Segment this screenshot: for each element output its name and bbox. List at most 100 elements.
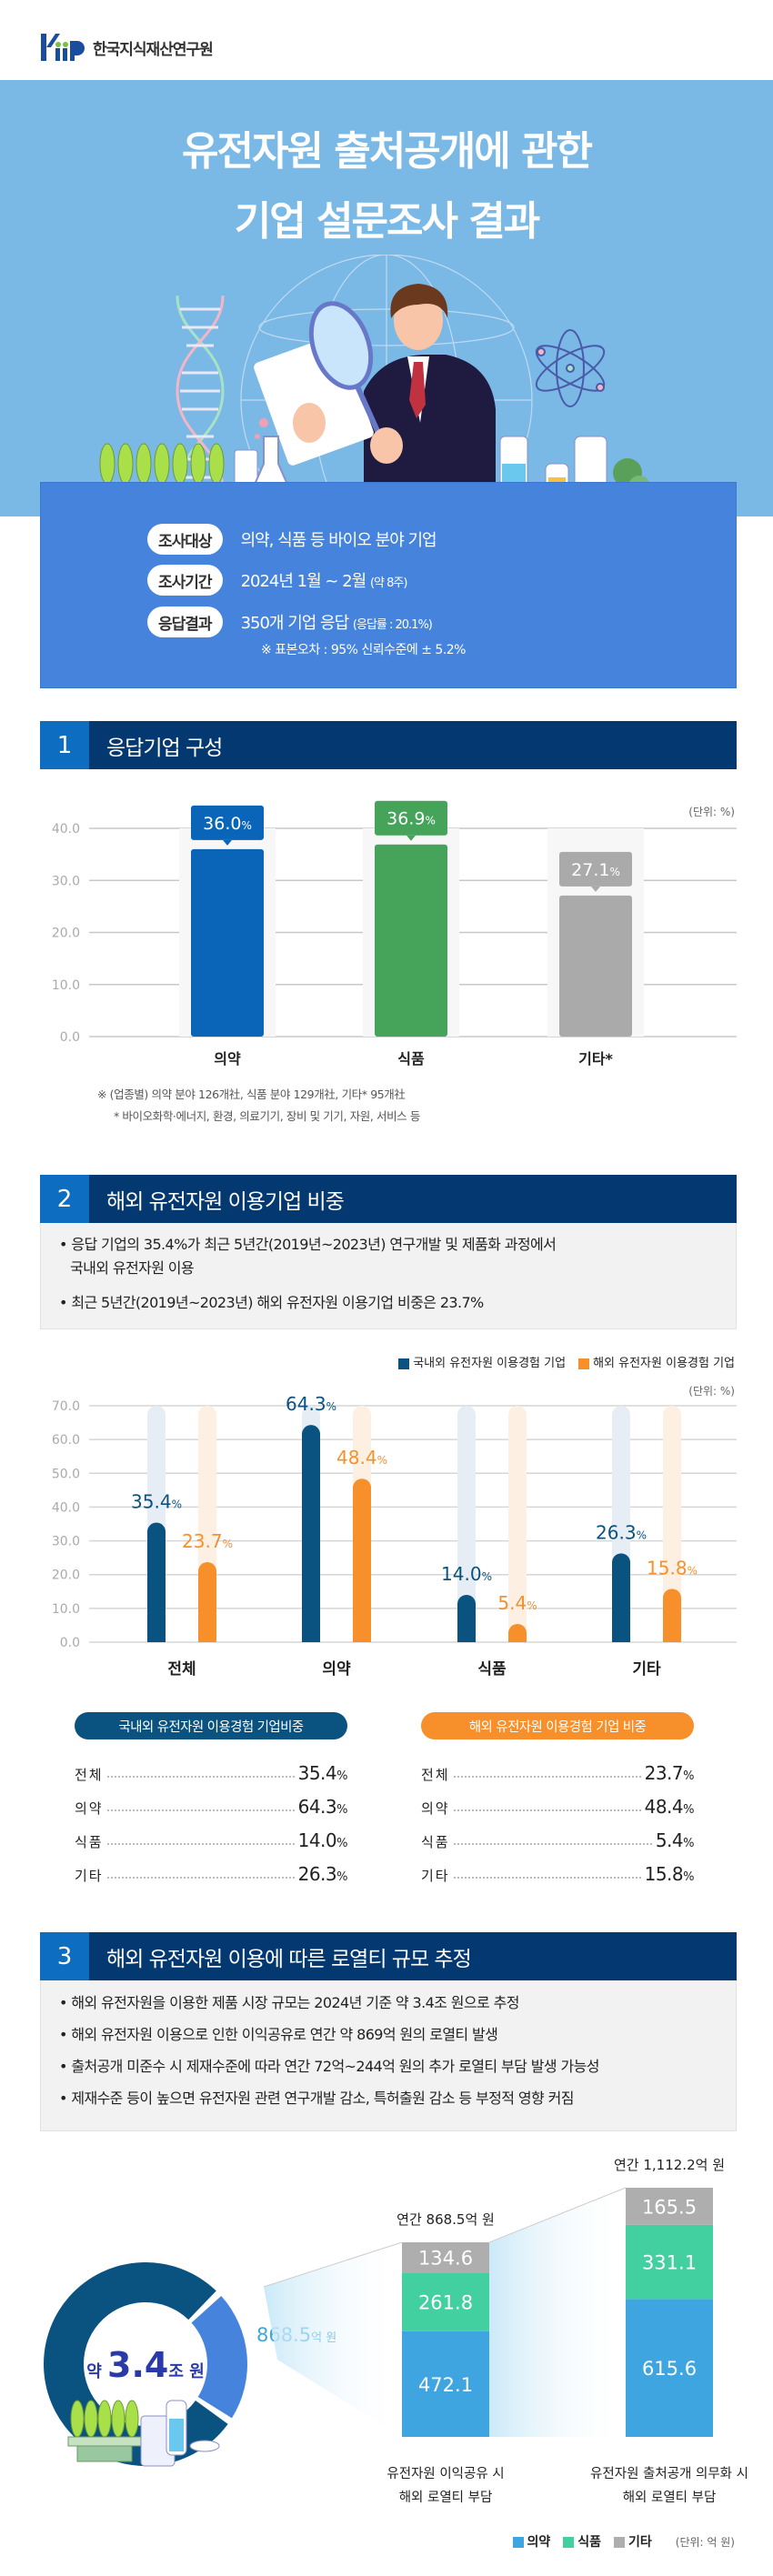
bar	[147, 1522, 166, 1642]
data-label: 64.3%	[286, 1393, 336, 1415]
funnel-edge	[488, 2187, 627, 2243]
table-domestic-usage: 국내외 유전자원 이용경험 기업비중 전체 35.4% 의약 64.3% 식품 14.0%…	[75, 1712, 347, 1885]
org-name: 한국지식재산연구원	[93, 40, 214, 59]
y-tick-label: 30.0	[52, 1535, 80, 1549]
section-number: 3	[40, 1932, 89, 1980]
info-value-small: (약 8주)	[369, 576, 407, 590]
data-label: 23.7%	[182, 1530, 233, 1552]
section1-header: 1 응답기업 구성	[40, 721, 737, 769]
tablet-icon	[189, 2440, 220, 2452]
section-title: 해외 유전자원 이용에 따른 로열티 규모 추정	[106, 1947, 472, 1971]
bar-track	[508, 1406, 527, 1642]
info-row-result: 응답결과 350개 기업 응답 (응답률 : 20.1%)	[147, 606, 433, 637]
kiip-logo-icon	[41, 34, 85, 61]
section3-header: 3 해외 유전자원 이용에 따른 로열티 규모 추정	[40, 1932, 737, 1980]
info-label: 조사대상	[147, 524, 223, 555]
legend-swatch	[578, 1358, 590, 1369]
x-category-label: 식품	[477, 1660, 507, 1679]
stacked-segment	[402, 2242, 489, 2273]
x-category-label: 해외 로열티 부담	[623, 2490, 717, 2505]
y-tick-label: 10.0	[52, 1602, 80, 1617]
info-value: 2024년 1월 ~ 2월 (약 8주)	[240, 568, 408, 592]
bar	[663, 1589, 681, 1642]
table-row: 식품 14.0%	[75, 1818, 347, 1851]
x-category-label: 유전자원 출처공개 의무화 시	[590, 2466, 748, 2481]
x-category-label: 기타*	[578, 1050, 613, 1067]
chart-respondent-composition: 0.0 10.0 20.0 30.0 40.0 36.0% 의약 36.9% 식품 27.1% 기타…	[52, 800, 737, 1067]
chart3-legend: 의약 식품 기타 (단위: 억 원)	[512, 2532, 735, 2551]
info-value-small: (응답률 : 20.1%)	[352, 618, 433, 632]
chart1-footnote-industry: ※ (업종별) 의약 분야 126개社, 식품 분야 129개社, 기타* 95…	[97, 1088, 406, 1101]
org-logo: 한국지식재산연구원	[40, 31, 214, 64]
bullet-line: 국내외 유전자원 이용	[70, 1259, 195, 1277]
legend-label: 국내외 유전자원 이용경험 기업	[413, 1357, 567, 1370]
row-value: 64.3%	[297, 1796, 348, 1818]
bar	[508, 1623, 527, 1642]
table-title: 해외 유전자원 이용경험 기업 비중	[421, 1712, 694, 1739]
info-value: 의약, 식품 등 바이오 분야 기업	[240, 531, 437, 550]
bubble-pointer	[407, 835, 416, 841]
table-overseas-usage: 해외 유전자원 이용경험 기업 비중 전체 23.7% 의약 48.4% 식품 5.4% 기…	[421, 1712, 694, 1885]
data-label: 48.4%	[336, 1447, 387, 1468]
info-value-main: 2024년 1월 ~ 2월	[240, 572, 367, 591]
data-label: 27.1%	[571, 860, 620, 880]
table-title: 국내외 유전자원 이용경험 기업비중	[75, 1712, 347, 1739]
leaf-icon	[111, 2400, 125, 2438]
y-tick-label: 30.0	[52, 874, 80, 888]
bar	[559, 895, 632, 1037]
row-label: 기타	[75, 1868, 104, 1884]
bottle-liquid	[169, 2419, 184, 2451]
bar	[612, 1553, 630, 1642]
x-category-label: 의약	[214, 1050, 241, 1067]
tray	[67, 2436, 142, 2447]
chart1-unit: (단위: %)	[688, 806, 735, 818]
chart2-legend: 국내외 유전자원 이용경험 기업 해외 유전자원 이용경험 기업	[398, 1353, 735, 1370]
stacked-segment	[626, 2224, 713, 2300]
bullet-line: • 최근 5년간(2019년~2023년) 해외 유전자원 이용기업 비중은 2…	[59, 1294, 484, 1311]
summary-bullet: • 최근 5년간(2019년~2023년) 해외 유전자원 이용기업 비중은 2…	[59, 1291, 736, 1315]
donut-center-label: 약 3.4조 원	[86, 2345, 205, 2385]
legend-swatch	[512, 2537, 524, 2548]
row-label: 전체	[75, 1767, 104, 1783]
info-value: 350개 기업 응답 (응답률 : 20.1%)	[241, 610, 433, 634]
legend-label: 의약	[527, 2535, 551, 2550]
stacked-segment	[626, 2299, 713, 2437]
data-label-bubble	[191, 805, 264, 840]
funnel-shape	[489, 2188, 626, 2437]
table-row: 의약 64.3%	[75, 1784, 347, 1818]
table-row: 전체 23.7%	[421, 1750, 694, 1784]
data-label: 35.4%	[131, 1491, 182, 1513]
y-tick-label: 70.0	[52, 1399, 80, 1414]
data-label: 5.4%	[497, 1592, 537, 1614]
bar	[353, 1478, 371, 1642]
y-tick-label: 60.0	[52, 1433, 80, 1448]
row-value: 23.7%	[644, 1762, 695, 1784]
stack-total-label: 연간 1,112.2억 원	[614, 2157, 725, 2173]
chart-genetic-resource-usage: 0.0 10.0 20.0 30.0 40.0 50.0 60.0 70.0 35.4%23.7…	[52, 1393, 737, 1679]
leaf-icon	[125, 2400, 139, 2438]
y-tick-label: 10.0	[52, 978, 80, 993]
legend-item-domestic: 국내외 유전자원 이용경험 기업	[398, 1353, 566, 1370]
x-category-label: 유전자원 이익공유 시	[386, 2466, 504, 2481]
row-label: 기타	[421, 1868, 450, 1884]
y-tick-label: 20.0	[52, 1569, 80, 1583]
summary-bullet: • 해외 유전자원 이용으로 인한 이익공유로 연간 약 869억 원의 로열티…	[59, 2026, 498, 2043]
row-value: 15.8%	[644, 1863, 695, 1885]
row-value: 26.3%	[297, 1863, 348, 1885]
dotted-leader	[106, 1809, 295, 1811]
table-row: 식품 5.4%	[421, 1818, 694, 1851]
row-label: 의약	[421, 1800, 450, 1817]
dotted-leader	[453, 1843, 652, 1845]
section-title: 응답기업 구성	[106, 736, 223, 760]
dotted-leader	[453, 1776, 641, 1778]
row-label: 식품	[421, 1834, 450, 1850]
y-tick-label: 40.0	[52, 1500, 80, 1515]
stacked-segment	[402, 2272, 489, 2331]
bar-track	[663, 1406, 681, 1642]
data-label-bubble	[375, 800, 447, 836]
row-label: 의약	[75, 1800, 104, 1817]
data-label-bubble	[559, 851, 632, 887]
segment-value-label: 134.6	[418, 2248, 473, 2270]
info-label: 조사기간	[147, 565, 223, 596]
